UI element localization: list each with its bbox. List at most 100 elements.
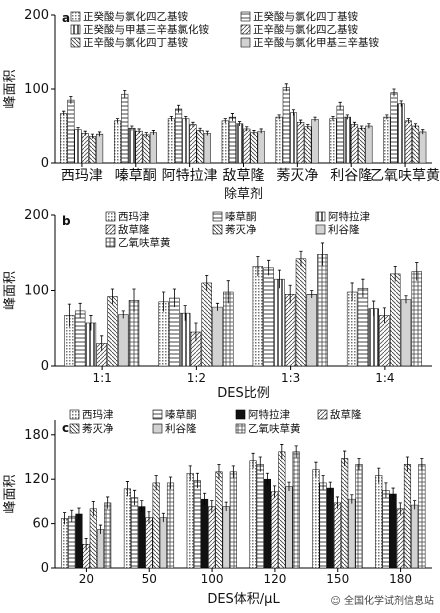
bar bbox=[397, 103, 405, 164]
bar bbox=[201, 282, 212, 367]
legend-swatch bbox=[240, 37, 251, 48]
legend-label: 乙氧呋草黄 bbox=[118, 236, 171, 249]
bar bbox=[250, 132, 258, 164]
legend-swatch bbox=[152, 409, 163, 420]
bar bbox=[145, 517, 153, 569]
error-bar bbox=[299, 250, 303, 267]
bar bbox=[341, 458, 349, 569]
bar bbox=[297, 122, 305, 164]
bar bbox=[368, 308, 379, 367]
legend-swatch bbox=[70, 37, 81, 48]
panel-letter: b bbox=[62, 214, 71, 228]
bar bbox=[189, 124, 197, 164]
bar bbox=[319, 482, 327, 569]
bar bbox=[228, 116, 236, 164]
error-bar bbox=[191, 121, 195, 127]
bar bbox=[252, 266, 264, 367]
bar bbox=[382, 490, 390, 569]
x-tick-label: 乙氧呋草黄 bbox=[370, 167, 440, 184]
bar bbox=[329, 118, 337, 164]
y-axis-label: 峰面积 bbox=[3, 69, 18, 108]
error-bar bbox=[91, 501, 95, 517]
bar bbox=[358, 127, 366, 164]
error-bar bbox=[106, 496, 110, 509]
legend-swatch bbox=[240, 11, 251, 22]
bar bbox=[304, 126, 312, 164]
bar bbox=[348, 498, 356, 569]
bar bbox=[275, 116, 283, 164]
legend-swatch bbox=[235, 409, 246, 420]
error-bar bbox=[377, 467, 381, 483]
legend-label: 利谷隆 bbox=[165, 422, 197, 435]
panel-letter: a bbox=[62, 11, 70, 25]
bar bbox=[263, 478, 272, 569]
bar bbox=[203, 133, 211, 164]
bar bbox=[88, 136, 96, 164]
error-bar bbox=[367, 123, 371, 129]
error-bar bbox=[361, 278, 365, 298]
y-tick-label: 60 bbox=[32, 517, 49, 532]
error-bar bbox=[188, 465, 192, 481]
legend-swatch bbox=[317, 409, 328, 420]
error-bar bbox=[147, 511, 151, 524]
error-bar bbox=[360, 125, 364, 131]
error-bar bbox=[97, 131, 102, 137]
bar bbox=[365, 125, 373, 164]
error-bar bbox=[123, 90, 127, 98]
bar bbox=[375, 475, 383, 569]
legend-swatch bbox=[105, 211, 116, 222]
error-bar bbox=[238, 121, 242, 126]
bar bbox=[411, 271, 422, 367]
error-bar bbox=[169, 115, 174, 121]
error-bar bbox=[421, 129, 425, 135]
bar bbox=[68, 515, 76, 569]
bar bbox=[295, 258, 307, 367]
x-tick-label: 100 bbox=[201, 572, 224, 586]
error-bar bbox=[151, 130, 156, 135]
bar bbox=[346, 291, 358, 367]
error-bar bbox=[176, 104, 181, 113]
error-bar bbox=[140, 500, 144, 513]
error-bar bbox=[224, 501, 228, 512]
error-bar bbox=[130, 125, 134, 131]
error-bar bbox=[265, 472, 270, 486]
error-bar bbox=[288, 284, 292, 304]
x-tick-label: 150 bbox=[326, 572, 349, 586]
error-bar bbox=[350, 282, 354, 302]
x-axis-label: 除草剂 bbox=[224, 187, 263, 202]
legend-label: 正辛酸与氯化甲基三辛基铵 bbox=[253, 36, 379, 49]
bar bbox=[306, 294, 317, 367]
error-bar bbox=[398, 502, 402, 515]
legend-label: 正辛酸与氯化四乙基铵 bbox=[253, 23, 358, 36]
bar bbox=[271, 491, 279, 569]
error-bar bbox=[210, 500, 214, 513]
legend-label: 敌草隆 bbox=[330, 408, 362, 421]
error-bar bbox=[100, 335, 104, 351]
bar bbox=[121, 93, 129, 164]
error-bar bbox=[287, 481, 291, 492]
x-tick-label: 利谷隆 bbox=[330, 168, 372, 184]
error-bar bbox=[372, 300, 376, 317]
y-tick-label: 120 bbox=[24, 472, 49, 487]
bar bbox=[60, 113, 68, 164]
panel-letter: c bbox=[62, 421, 69, 435]
error-bar bbox=[385, 114, 389, 120]
error-bar bbox=[357, 458, 361, 471]
bar bbox=[326, 487, 334, 569]
legend-label: 利谷隆 bbox=[328, 223, 360, 236]
bar bbox=[222, 506, 230, 569]
legend-label: 正癸酸与氯化四丁基铵 bbox=[253, 10, 358, 23]
legend-label: 阿特拉津 bbox=[248, 408, 290, 421]
error-bar bbox=[144, 132, 148, 138]
bar bbox=[390, 92, 398, 164]
error-bar bbox=[352, 121, 357, 127]
x-tick-label: 1:3 bbox=[281, 371, 300, 385]
error-bar bbox=[406, 118, 410, 124]
error-bar bbox=[391, 487, 395, 500]
error-bar bbox=[413, 500, 417, 510]
bar bbox=[67, 99, 75, 164]
bar bbox=[96, 529, 105, 569]
error-bar bbox=[277, 114, 281, 120]
bar bbox=[274, 278, 285, 367]
